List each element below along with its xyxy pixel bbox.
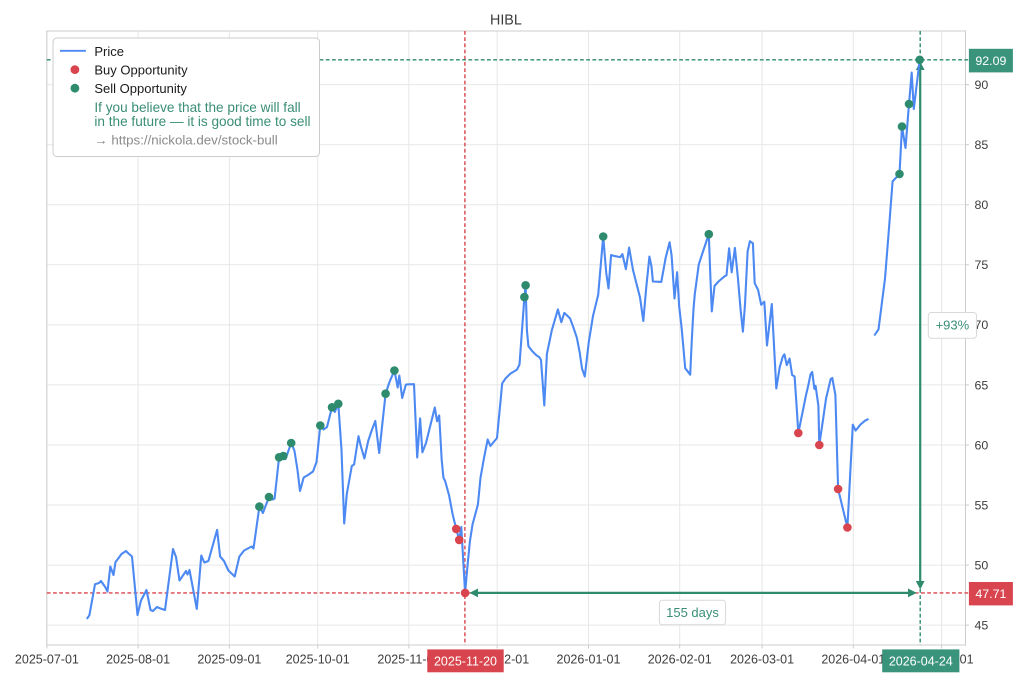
svg-text:2026-02-01: 2026-02-01 [648, 653, 712, 667]
svg-text:45: 45 [975, 619, 989, 633]
svg-text:2025-11-01: 2025-11-01 [377, 653, 440, 667]
svg-text:2025-09-01: 2025-09-01 [197, 653, 261, 667]
svg-text:2025-10-01: 2025-10-01 [286, 653, 350, 667]
svg-text:Price: Price [94, 44, 124, 59]
svg-text:50: 50 [975, 559, 989, 573]
svg-text:65: 65 [975, 378, 989, 392]
svg-text:→ https://nickola.dev/stock-bu: → https://nickola.dev/stock-bull [94, 133, 277, 148]
svg-text:90: 90 [975, 78, 989, 92]
svg-text:HIBL: HIBL [490, 13, 522, 29]
svg-text:2025-08-01: 2025-08-01 [106, 653, 170, 667]
svg-text:2025-11-20: 2025-11-20 [434, 655, 497, 669]
svg-text:Buy Opportunity: Buy Opportunity [94, 62, 188, 77]
svg-text:60: 60 [975, 438, 989, 452]
svg-text:2026-04-01: 2026-04-01 [821, 653, 885, 667]
svg-text:92.09: 92.09 [975, 54, 1006, 68]
svg-text:55: 55 [975, 498, 989, 512]
svg-text:155 days: 155 days [666, 605, 719, 620]
svg-text:2026-01-01: 2026-01-01 [557, 653, 621, 667]
svg-text:2026-03-01: 2026-03-01 [730, 653, 794, 667]
svg-text:2026-04-24: 2026-04-24 [889, 655, 953, 669]
svg-text:2025-07-01: 2025-07-01 [15, 653, 79, 667]
svg-text:80: 80 [975, 198, 989, 212]
svg-text:+93%: +93% [936, 318, 970, 333]
svg-text:Sell Opportunity: Sell Opportunity [94, 81, 187, 96]
svg-text:If you believe that the price: If you believe that the price will fall [94, 100, 300, 115]
svg-text:47.71: 47.71 [975, 587, 1006, 601]
svg-text:70: 70 [975, 318, 989, 332]
svg-text:in the future — it is good tim: in the future — it is good time to sell [94, 114, 310, 129]
svg-text:85: 85 [975, 138, 989, 152]
svg-text:75: 75 [975, 258, 989, 272]
